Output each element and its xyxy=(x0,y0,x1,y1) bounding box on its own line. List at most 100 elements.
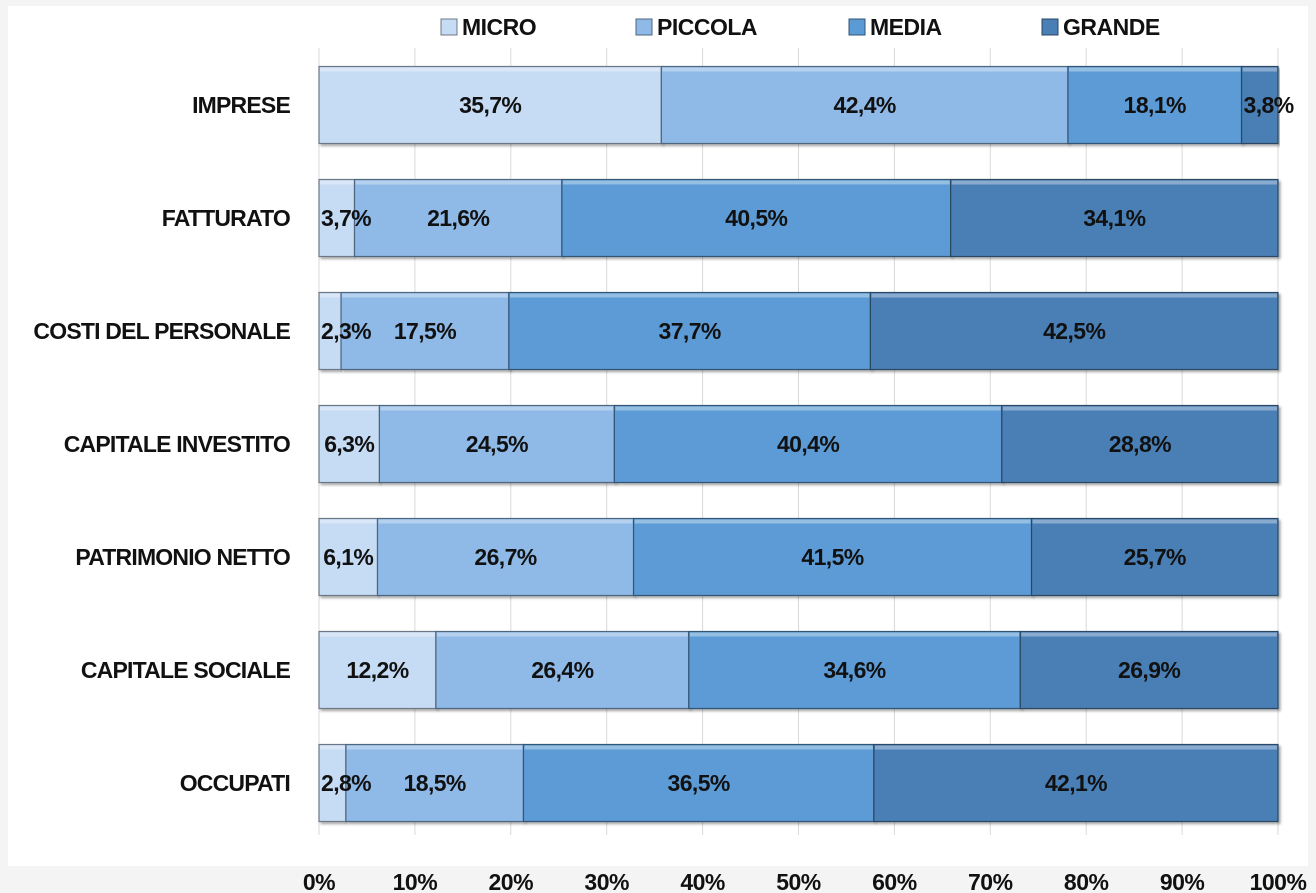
category-label: CAPITALE SOCIALE xyxy=(81,657,291,683)
bar-segment xyxy=(660,65,1069,145)
bar-highlight xyxy=(380,406,614,411)
legend-swatch xyxy=(1041,18,1059,36)
x-tick-label: 50% xyxy=(776,869,821,893)
bar-highlight xyxy=(320,632,435,637)
bar-highlight xyxy=(615,406,1001,411)
legend-swatch xyxy=(635,18,653,36)
data-label: 36,5% xyxy=(668,770,730,796)
bar-segment xyxy=(318,404,381,484)
bar-highlight xyxy=(320,180,354,185)
bar-highlight xyxy=(320,745,345,750)
data-label: 42,4% xyxy=(834,92,896,118)
data-label: 40,4% xyxy=(777,431,839,457)
x-tick-label: 80% xyxy=(1064,869,1109,893)
bar-segment xyxy=(1240,65,1279,145)
bar-segment xyxy=(318,517,379,597)
bar-highlight xyxy=(320,406,379,411)
x-tick-label: 60% xyxy=(872,869,917,893)
bar-highlight xyxy=(1068,67,1241,72)
bar-highlight xyxy=(1032,519,1277,524)
data-label: 42,5% xyxy=(1043,318,1105,344)
data-label: 26,9% xyxy=(1118,657,1180,683)
bar-segment xyxy=(1019,630,1279,710)
bar-highlight xyxy=(524,745,873,750)
bar-segment xyxy=(318,178,356,258)
bar-segment xyxy=(522,743,875,823)
data-label: 6,3% xyxy=(324,431,374,457)
bar-highlight xyxy=(342,293,508,298)
x-tick-label: 90% xyxy=(1160,869,1205,893)
data-label: 21,6% xyxy=(427,205,489,231)
bar-highlight xyxy=(662,67,1067,72)
category-labels: IMPRESE FATTURATO COSTI DEL PERSONALE CAPIT… xyxy=(33,92,291,796)
x-tick-label: 10% xyxy=(393,869,438,893)
data-label: 17,5% xyxy=(394,318,456,344)
data-label: 26,7% xyxy=(474,544,536,570)
category-label: PATRIMONIO NETTO xyxy=(75,544,290,570)
bar-segment xyxy=(340,291,510,371)
bar-highlight xyxy=(951,180,1277,185)
category-label: OCCUPATI xyxy=(180,770,290,796)
bar-segment xyxy=(869,291,1279,371)
data-label: 35,7% xyxy=(459,92,521,118)
category-label: IMPRESE xyxy=(192,92,290,118)
bar-segment xyxy=(353,178,563,258)
x-tick-label: 20% xyxy=(489,869,534,893)
bar-highlight xyxy=(1002,406,1277,411)
bar-segment xyxy=(508,291,872,371)
data-label: 26,4% xyxy=(531,657,593,683)
x-tick-label: 40% xyxy=(680,869,725,893)
bar-segment xyxy=(345,743,525,823)
x-axis-ticks: 0% 10% 20% 30% 40% 50% 60% 70% 80% 90% 100% xyxy=(303,869,1307,893)
bar-segment xyxy=(613,404,1003,484)
legend-swatch xyxy=(848,18,866,36)
data-labels: 35,7% 42,4% 18,1% 3,8% 3,7% 21,6% 40,5% 34,1% 2,… xyxy=(321,92,1294,796)
bar-highlight xyxy=(634,519,1031,524)
bar-highlight xyxy=(320,293,341,298)
bar-highlight xyxy=(874,745,1277,750)
bar-segment xyxy=(1067,65,1243,145)
data-label: 41,5% xyxy=(801,544,863,570)
bar-highlight xyxy=(320,519,377,524)
bar-segment xyxy=(561,178,952,258)
legend-label: GRANDE xyxy=(1063,14,1160,40)
category-label: COSTI DEL PERSONALE xyxy=(33,318,290,344)
bar-segment xyxy=(688,630,1021,710)
bar-highlight xyxy=(1242,67,1277,72)
data-label: 40,5% xyxy=(725,205,787,231)
data-label: 3,8% xyxy=(1244,92,1294,118)
bar-highlight xyxy=(378,519,633,524)
legend: MICRO PICCOLA MEDIA GRANDE xyxy=(440,14,1160,40)
data-label: 18,5% xyxy=(404,770,466,796)
bar-highlight xyxy=(509,293,870,298)
data-label: 2,3% xyxy=(321,318,371,344)
x-tick-label: 0% xyxy=(303,869,335,893)
bar-highlight xyxy=(355,180,561,185)
data-label: 34,6% xyxy=(823,657,885,683)
bar-segment xyxy=(376,517,635,597)
data-label: 25,7% xyxy=(1124,544,1186,570)
bar-highlight xyxy=(436,632,688,637)
category-label: FATTURATO xyxy=(162,205,290,231)
category-label: CAPITALE INVESTITO xyxy=(64,431,290,457)
data-label: 18,1% xyxy=(1124,92,1186,118)
bars xyxy=(318,65,1279,823)
data-label: 3,7% xyxy=(321,205,371,231)
bar-segment xyxy=(873,743,1279,823)
bar-highlight xyxy=(346,745,523,750)
x-tick-label: 100% xyxy=(1250,869,1307,893)
bar-highlight xyxy=(689,632,1020,637)
x-tick-label: 30% xyxy=(584,869,629,893)
bar-segment xyxy=(632,517,1033,597)
bar-segment xyxy=(435,630,690,710)
data-label: 2,8% xyxy=(321,770,371,796)
bar-segment xyxy=(950,178,1279,258)
legend-label: MEDIA xyxy=(870,14,942,40)
bar-segment xyxy=(1001,404,1279,484)
data-label: 6,1% xyxy=(323,544,373,570)
data-label: 34,1% xyxy=(1083,205,1145,231)
legend-label: PICCOLA xyxy=(657,14,757,40)
bar-segment xyxy=(318,743,347,823)
x-tick-label: 70% xyxy=(968,869,1013,893)
